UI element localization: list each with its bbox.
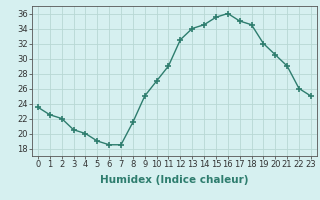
X-axis label: Humidex (Indice chaleur): Humidex (Indice chaleur) — [100, 175, 249, 185]
